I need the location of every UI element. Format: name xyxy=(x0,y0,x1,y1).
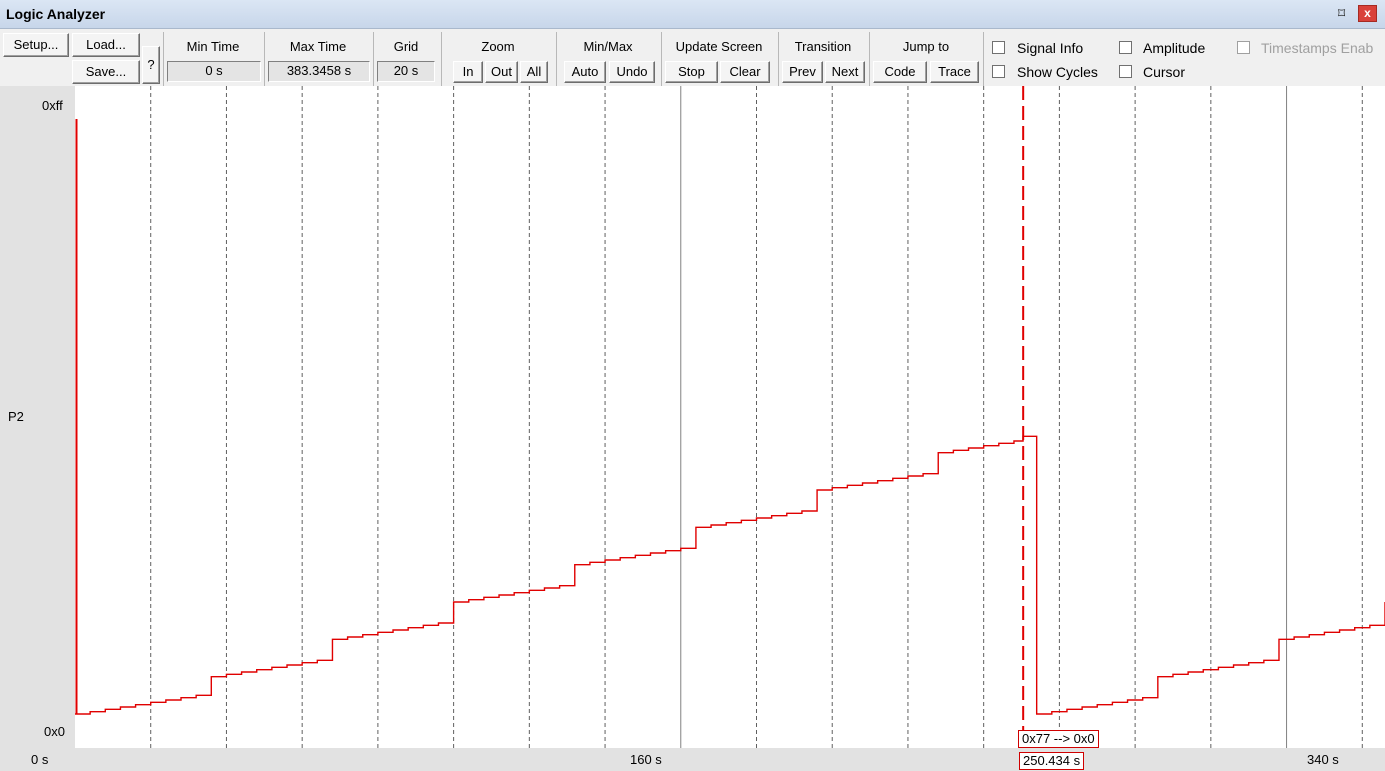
timestamps-checkbox xyxy=(1237,41,1250,54)
zoom-in-button[interactable]: In xyxy=(453,61,483,83)
max-time-field: 383.3458 s xyxy=(268,61,370,82)
grid-field: 20 s xyxy=(377,61,435,82)
setup-button[interactable]: Setup... xyxy=(3,33,69,57)
cursor-checkbox[interactable] xyxy=(1119,65,1132,78)
jump-code-button[interactable]: Code xyxy=(873,61,927,83)
transition-label: Transition xyxy=(794,39,852,54)
grid-lines xyxy=(150,86,1363,748)
jump-trace-button[interactable]: Trace xyxy=(930,61,979,83)
y-max-label: 0xff xyxy=(42,98,63,113)
amplitude-label: Amplitude xyxy=(1143,40,1206,56)
close-icon[interactable]: x xyxy=(1358,5,1377,22)
clear-button[interactable]: Clear xyxy=(720,61,770,83)
amplitude-checkbox[interactable] xyxy=(1119,41,1132,54)
show-cycles-label: Show Cycles xyxy=(1017,64,1098,80)
time-axis: 0 s 160 s 340 s xyxy=(0,748,1385,771)
toolbar-separator xyxy=(373,32,374,86)
minmax-auto-button[interactable]: Auto xyxy=(564,61,606,83)
signal-name-panel: 0xff P2 0x0 xyxy=(0,86,75,748)
minmax-label: Min/Max xyxy=(583,39,633,54)
waveform-series xyxy=(75,119,1385,715)
waveform-line xyxy=(75,435,1385,715)
next-transition-button[interactable]: Next xyxy=(825,61,865,83)
grid-label: Grid xyxy=(393,39,419,54)
time-tick-label: 160 s xyxy=(630,752,662,767)
toolbar: Setup... Load... Save... ? Min Time 0 s … xyxy=(0,30,1385,86)
save-button[interactable]: Save... xyxy=(72,60,140,84)
min-time-field: 0 s xyxy=(167,61,261,82)
plot-background xyxy=(75,86,1385,748)
jump-to-label: Jump to xyxy=(902,39,950,54)
pin-icon[interactable]: ⌑ xyxy=(1338,5,1346,21)
time-tick-label: 0 s xyxy=(31,752,49,767)
signal-info-checkbox[interactable] xyxy=(992,41,1005,54)
time-tick-label: 340 s xyxy=(1307,752,1339,767)
window-title: Logic Analyzer xyxy=(6,6,106,22)
show-cycles-checkbox[interactable] xyxy=(992,65,1005,78)
toolbar-separator xyxy=(869,32,870,86)
y-min-label: 0x0 xyxy=(44,724,65,739)
prev-transition-button[interactable]: Prev xyxy=(782,61,823,83)
cursor-time-label: 250.434 s xyxy=(1019,752,1085,770)
toolbar-separator xyxy=(661,32,662,86)
window-titlebar: Logic Analyzer ⌑ x xyxy=(0,0,1385,29)
stop-button[interactable]: Stop xyxy=(665,61,718,83)
help-button[interactable]: ? xyxy=(142,46,160,84)
zoom-out-button[interactable]: Out xyxy=(485,61,518,83)
toolbar-separator xyxy=(264,32,265,86)
cursor-transition-label: 0x77 --> 0x0 xyxy=(1018,730,1099,748)
toolbar-separator xyxy=(983,32,984,86)
update-screen-label: Update Screen xyxy=(675,39,763,54)
cursor-label: Cursor xyxy=(1143,64,1186,80)
toolbar-separator xyxy=(163,32,164,86)
toolbar-separator xyxy=(441,32,442,86)
max-time-label: Max Time xyxy=(289,39,347,54)
waveform-plot[interactable] xyxy=(75,86,1385,748)
timestamps-label: Timestamps Enab xyxy=(1261,40,1374,56)
signal-info-label: Signal Info xyxy=(1017,40,1084,56)
signal-name-label[interactable]: P2 xyxy=(8,409,24,424)
zoom-label: Zoom xyxy=(481,39,515,54)
toolbar-separator xyxy=(778,32,779,86)
minmax-undo-button[interactable]: Undo xyxy=(609,61,655,83)
toolbar-separator xyxy=(556,32,557,86)
min-time-label: Min Time xyxy=(186,39,240,54)
zoom-all-button[interactable]: All xyxy=(520,61,548,83)
load-button[interactable]: Load... xyxy=(72,33,140,57)
